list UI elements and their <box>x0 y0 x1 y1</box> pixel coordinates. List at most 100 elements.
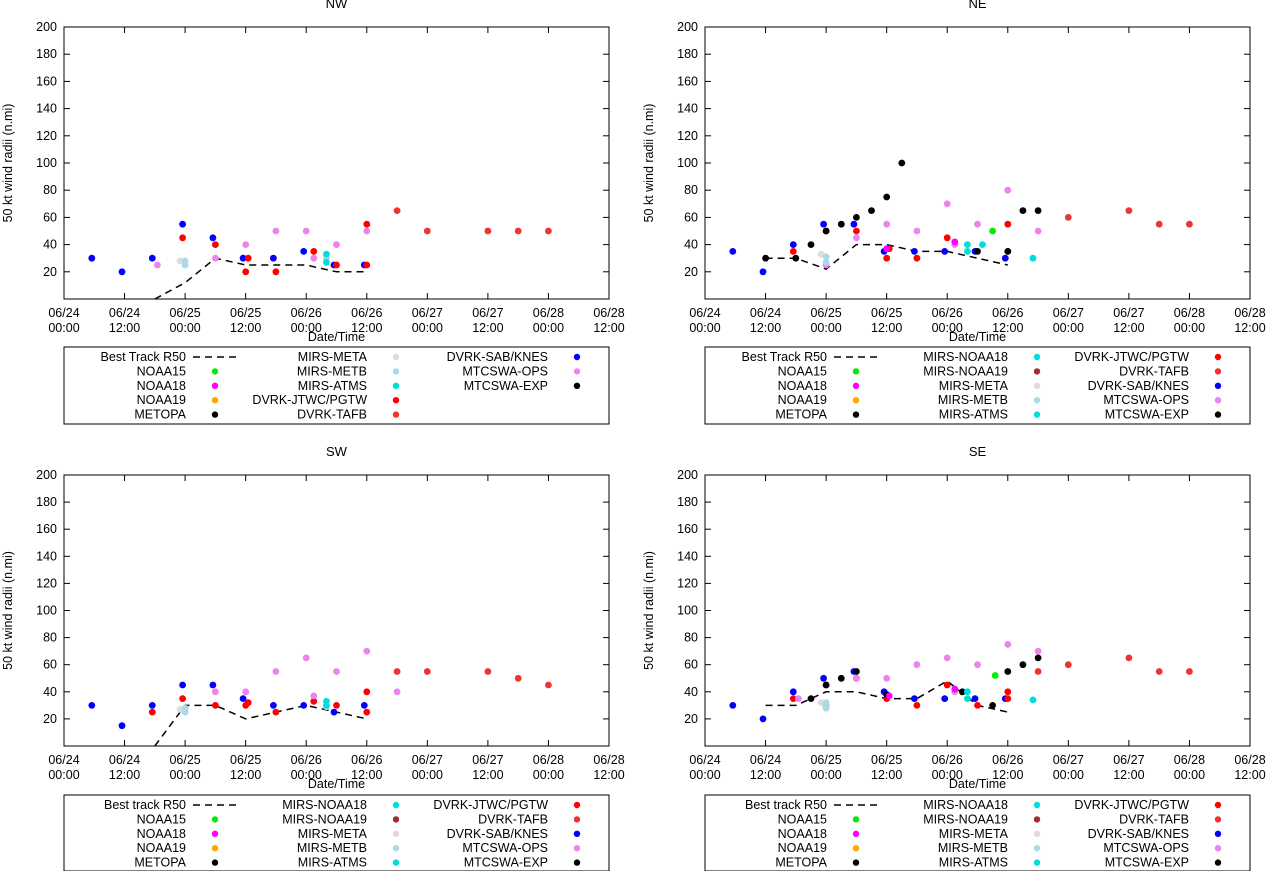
legend-label: MIRS-ATMS <box>939 856 1008 870</box>
x-axis-label: Date/Time <box>949 777 1006 791</box>
legend-dot-symbol <box>573 845 581 852</box>
series-dvrk-jtwc-pgtw <box>148 688 371 716</box>
y-tick-label: 180 <box>36 495 57 509</box>
data-point <box>837 220 845 228</box>
data-point <box>1125 654 1133 662</box>
best-track-line <box>154 257 367 300</box>
data-point <box>244 254 252 262</box>
legend-dot-symbol <box>573 816 581 823</box>
data-point <box>363 708 371 716</box>
data-point <box>807 241 815 249</box>
y-axis-label: 50 kt wind radii (n.mi) <box>1 551 15 670</box>
series-dvrk-sab-knes <box>88 220 368 276</box>
series-mirs-atms <box>323 250 330 266</box>
legend-label: MIRS-METB <box>297 364 367 378</box>
y-tick-label: 180 <box>677 495 698 509</box>
data-point <box>868 207 875 215</box>
data-point <box>333 668 340 675</box>
series-mirs-meta <box>817 699 825 706</box>
series-dvrk-tafb <box>1064 207 1193 228</box>
data-point <box>242 688 250 696</box>
y-tick-label: 20 <box>43 712 57 726</box>
y-tick-label: 200 <box>677 468 698 482</box>
legend-dot-symbol <box>1033 830 1041 837</box>
data-point <box>242 268 250 276</box>
y-tick-label: 120 <box>677 129 698 143</box>
data-point <box>1004 248 1012 255</box>
legend-dot-symbol <box>852 859 860 866</box>
x-tick-date-label: 06/27 <box>412 753 443 767</box>
data-point <box>148 254 156 262</box>
series-mirs-metb <box>822 253 830 266</box>
legend-dot-symbol <box>392 411 400 418</box>
data-point <box>393 668 401 675</box>
legend-label: DVRK-SAB/KNES <box>447 350 548 364</box>
data-point <box>212 254 219 262</box>
x-tick-time-label: 00:00 <box>1053 768 1084 782</box>
data-point <box>989 227 996 235</box>
legend-label: DVRK-TAFB <box>1119 364 1189 378</box>
data-point <box>991 672 999 679</box>
data-point <box>363 261 371 269</box>
data-point <box>979 241 986 249</box>
chart-title: SE <box>969 444 987 459</box>
x-tick-time-label: 00:00 <box>810 321 841 335</box>
y-tick-label: 160 <box>677 74 698 88</box>
x-tick-date-label: 06/25 <box>871 753 902 767</box>
data-point <box>179 234 187 242</box>
data-point <box>310 697 318 705</box>
legend-label: MIRS-METB <box>938 393 1008 407</box>
data-point <box>974 702 981 709</box>
data-point <box>853 668 860 675</box>
legend-label: METOPA <box>775 408 827 422</box>
data-point <box>272 268 280 276</box>
x-tick-date-label: 06/24 <box>689 753 720 767</box>
legend-label: MIRS-META <box>939 827 1009 841</box>
y-tick-label: 20 <box>684 265 698 279</box>
data-point <box>393 688 401 696</box>
x-tick-time-label: 12:00 <box>1113 768 1144 782</box>
data-point <box>822 253 830 261</box>
legend-label: MTCSWA-EXP <box>464 856 548 870</box>
chart-title: NW <box>326 0 348 11</box>
data-point <box>363 688 371 696</box>
data-point <box>883 220 891 228</box>
x-axis-label: Date/Time <box>308 330 365 344</box>
legend-dot-symbol <box>1033 801 1041 809</box>
series-dvrk-tafb <box>393 668 552 689</box>
series-mirs-meta <box>817 250 825 258</box>
data-point <box>820 674 827 682</box>
series-mirs-atms <box>323 697 330 709</box>
data-point <box>212 241 219 249</box>
x-tick-time-label: 12:00 <box>472 321 503 335</box>
y-tick-label: 40 <box>43 238 57 252</box>
x-tick-date-label: 06/27 <box>412 306 443 320</box>
data-point <box>789 688 797 696</box>
data-point <box>729 248 737 255</box>
data-point <box>1004 688 1012 696</box>
x-tick-time-label: 12:00 <box>593 768 624 782</box>
x-tick-date-label: 06/28 <box>1174 753 1205 767</box>
plot-frame <box>63 26 610 300</box>
series-dvrk-sab-knes <box>88 681 368 730</box>
plot-frame <box>704 26 1251 300</box>
x-tick-date-label: 06/24 <box>689 306 720 320</box>
x-tick-time-label: 00:00 <box>932 768 963 782</box>
series-noaa18 <box>885 685 959 700</box>
legend-dot-symbol <box>852 845 860 852</box>
legend-dot-symbol <box>211 845 219 852</box>
best-track-line <box>765 243 1008 270</box>
x-tick-time-label: 12:00 <box>109 321 140 335</box>
legend-label: MTCSWA-EXP <box>464 379 548 393</box>
data-point <box>1034 668 1042 675</box>
data-point <box>209 234 217 242</box>
data-point <box>759 268 767 276</box>
data-point <box>176 257 184 265</box>
data-point <box>181 704 189 712</box>
data-point <box>1155 220 1163 228</box>
x-tick-date-label: 06/27 <box>1113 753 1144 767</box>
legend-label: MIRS-NOAA18 <box>923 798 1008 812</box>
y-tick-label: 140 <box>677 549 698 563</box>
